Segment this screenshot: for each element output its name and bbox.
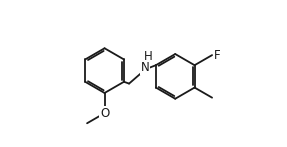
Text: H: H bbox=[144, 50, 152, 63]
Text: F: F bbox=[214, 49, 220, 62]
Text: N: N bbox=[141, 61, 149, 74]
Text: O: O bbox=[100, 107, 109, 120]
